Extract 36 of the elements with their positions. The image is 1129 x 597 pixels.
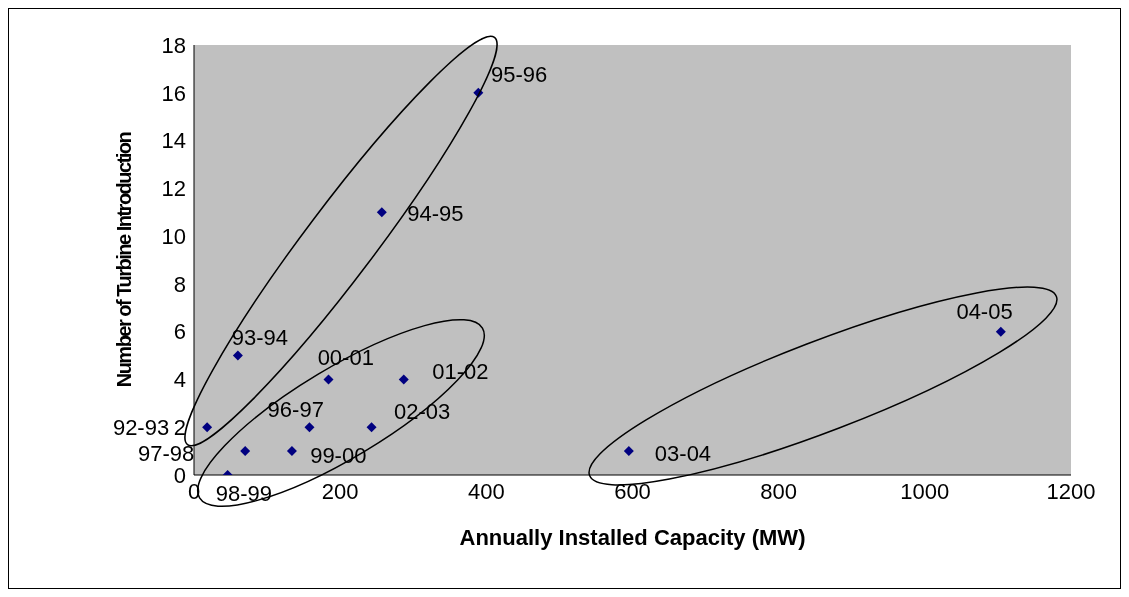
y-tick-label: 16 bbox=[161, 80, 186, 106]
point bbox=[323, 374, 334, 385]
x-tick-label: 200 bbox=[321, 478, 359, 504]
point bbox=[202, 422, 213, 433]
annotation: 03-04 bbox=[654, 440, 712, 466]
point bbox=[995, 326, 1006, 337]
x-tick-label: 1200 bbox=[1046, 478, 1096, 504]
annotation: 92-93 bbox=[112, 414, 170, 440]
x-axis-title: Annually Installed Capacity (MW) bbox=[459, 525, 806, 550]
annotation: 98-99 bbox=[215, 480, 272, 506]
point bbox=[376, 207, 387, 218]
annotation: 93-94 bbox=[231, 324, 289, 350]
y-tick-label: 4 bbox=[173, 367, 186, 393]
y-tick-label: 2 bbox=[173, 415, 186, 441]
x-tick-label: 400 bbox=[467, 478, 505, 504]
point bbox=[240, 446, 251, 457]
point bbox=[286, 446, 297, 457]
x-tick-label: 1000 bbox=[900, 478, 950, 504]
y-axis-title: Number of Turbine Introduction bbox=[113, 132, 136, 388]
y-tick-label: 18 bbox=[161, 32, 186, 58]
annotation: 95-96 bbox=[490, 61, 548, 87]
point bbox=[232, 350, 243, 361]
annotation: 04-05 bbox=[956, 298, 1013, 324]
annotation: 94-95 bbox=[407, 200, 464, 226]
x-tick-label: 600 bbox=[614, 478, 651, 504]
point bbox=[623, 446, 634, 457]
annotation: 96-97 bbox=[267, 396, 324, 422]
y-tick-label: 12 bbox=[161, 176, 186, 202]
y-tick-label: 14 bbox=[161, 128, 186, 154]
y-tick-label: 8 bbox=[173, 271, 186, 297]
point bbox=[366, 422, 377, 433]
point bbox=[304, 422, 315, 433]
y-tick-label: 10 bbox=[161, 223, 186, 249]
x-tick-label: 800 bbox=[760, 478, 798, 504]
y-tick-label: 6 bbox=[173, 319, 186, 345]
point bbox=[398, 374, 409, 385]
